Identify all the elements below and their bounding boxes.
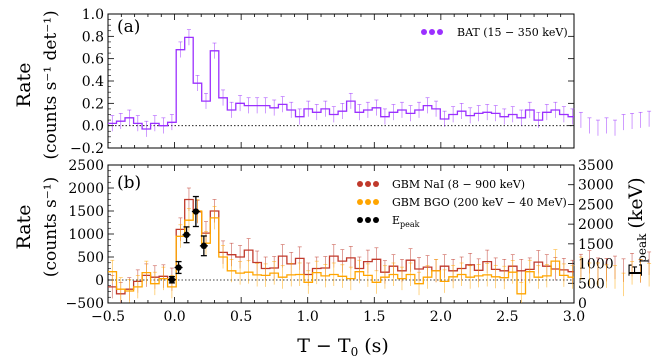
panel-b-right-y-tick-label: 500	[578, 276, 605, 292]
bgo-legend-dot	[365, 199, 371, 205]
epeak-axis-label: E	[625, 263, 647, 277]
panel-a-y-tick-label: 1.0	[82, 7, 104, 23]
panel-a-y-tick-label: 0.0	[82, 119, 104, 135]
epeak-point	[192, 208, 200, 215]
panel-b-right-axis-title: Epeak (keV)	[625, 177, 649, 276]
panel-a-y-axis-subtitle: (counts s⁻¹ det⁻¹)	[41, 10, 61, 159]
panel-b-y-tick-label: 1000	[68, 227, 104, 243]
x-tick-label: 2.0	[430, 309, 452, 325]
panel-a-ylabel-units: (counts s⁻¹ det⁻¹)	[41, 10, 61, 159]
x-tick-label: 0.0	[163, 309, 185, 325]
xlabel-main: T − T	[297, 335, 351, 357]
epeak-point	[175, 264, 182, 271]
epeak-point	[200, 242, 208, 250]
epeak-legend-dot	[365, 217, 371, 223]
x-axis-title: T − T0 (s)	[297, 335, 389, 359]
panel-b-ylabel-rate: Rate	[13, 205, 35, 250]
x-tick-label: 1.0	[297, 309, 319, 325]
bat-legend-dot	[437, 29, 443, 35]
panel-b-y-tick-label: 2500	[68, 158, 104, 174]
nai-legend-label: GBM NaI (8 − 900 keV)	[392, 178, 525, 191]
panel-a-y-tick-label: 0.2	[82, 96, 104, 112]
epeak-point	[168, 276, 176, 283]
x-tick-label: 1.5	[363, 309, 385, 325]
panel-b-y-axis-title: Rate	[13, 205, 35, 250]
panel-b-y-tick-label: 500	[77, 250, 104, 266]
panel-b-right-y-tick-label: 1000	[578, 257, 614, 273]
epeak-legend-dot	[373, 217, 379, 223]
bat-legend-marker	[421, 29, 443, 35]
panel-b-right-y-tick-label: 0	[578, 296, 587, 312]
epeak-axis-label-subscript: peak	[635, 233, 649, 263]
panel-b-right-y-tick-label: 3500	[578, 158, 614, 174]
nai-legend-dot	[365, 181, 371, 187]
nai-legend-dot	[373, 181, 379, 187]
panel-b-right-y-tick-label: 3000	[578, 178, 614, 194]
bat-legend-dot	[429, 29, 435, 35]
panel-b-right-y-tick-label: 1500	[578, 237, 614, 253]
panel-a-y-axis-title: Rate	[13, 63, 35, 108]
x-tick-label: 3.0	[563, 309, 585, 325]
panel-b-y-tick-label: −500	[66, 296, 104, 312]
x-tick-label: 2.5	[496, 309, 518, 325]
gbm-legend-markers	[357, 181, 379, 223]
svg-text:Epeak(keV): Epeak (keV)	[625, 177, 649, 276]
panel-b-right-y-tick-label: 2000	[578, 217, 614, 233]
panel-a-bat-light-curve: −0.2 0.0 0.2 0.4 0.6 0.8 1.0	[70, 7, 652, 157]
epeak-point	[183, 231, 190, 238]
series-gbm-bgo-step-line	[108, 210, 574, 295]
x-tick-label: 0.5	[230, 309, 252, 325]
svg-text:Epeak: Epeak	[392, 214, 420, 229]
svg-text:T − T0(s): T − T0 (s)	[297, 335, 389, 359]
bat-legend-label: BAT (15 − 350 keV)	[457, 26, 568, 39]
series-bat-15-step-line	[108, 36, 574, 130]
panel-b-y-axis-subtitle: (counts s⁻¹)	[41, 177, 61, 277]
epeak-legend-subscript: peak	[400, 220, 420, 229]
panel-b-gbm-light-curve: −500 0 500 1000 1500 2000 2500 0 500 1000 1500 2000…	[66, 158, 652, 325]
panel-b-right-y-tick-label: 2500	[578, 197, 614, 213]
panel-b-label: (b)	[117, 173, 141, 193]
bgo-legend-dot	[373, 199, 379, 205]
nai-legend-dot	[357, 181, 363, 187]
panel-b-ylabel-units: (counts s⁻¹)	[41, 177, 61, 277]
bgo-legend-dot	[357, 199, 363, 205]
epeak-legend-dot	[357, 217, 363, 223]
bgo-legend-label: GBM BGO (200 keV − 40 MeV)	[392, 196, 567, 209]
xlabel-subscript: 0	[351, 345, 359, 359]
panel-a-legend: BAT (15 − 350 keV)	[421, 26, 568, 39]
epeak-legend-label: E	[392, 214, 400, 227]
epeak-axis-label-unit: (keV)	[625, 177, 647, 228]
panel-b-y-tick-label: 0	[95, 273, 104, 289]
panel-a-y-tick-label: 0.6	[82, 52, 104, 68]
bat-legend-dot	[421, 29, 427, 35]
panel-a-label: (a)	[117, 17, 140, 37]
panel-a-ylabel-rate: Rate	[13, 63, 35, 108]
panel-a-y-tick-label: 0.8	[82, 29, 104, 45]
panel-b-y-tick-label: 2000	[68, 181, 104, 197]
panel-a-y-tick-label: −0.2	[70, 141, 104, 157]
panel-b-legend: GBM NaI (8 − 900 keV) GBM BGO (200 keV −…	[357, 178, 567, 229]
panel-b-y-tick-label: 1500	[68, 204, 104, 220]
x-tick-label: −0.5	[91, 309, 125, 325]
panel-a-y-tick-label: 0.4	[82, 74, 104, 90]
xlabel-unit: (s)	[364, 335, 389, 357]
